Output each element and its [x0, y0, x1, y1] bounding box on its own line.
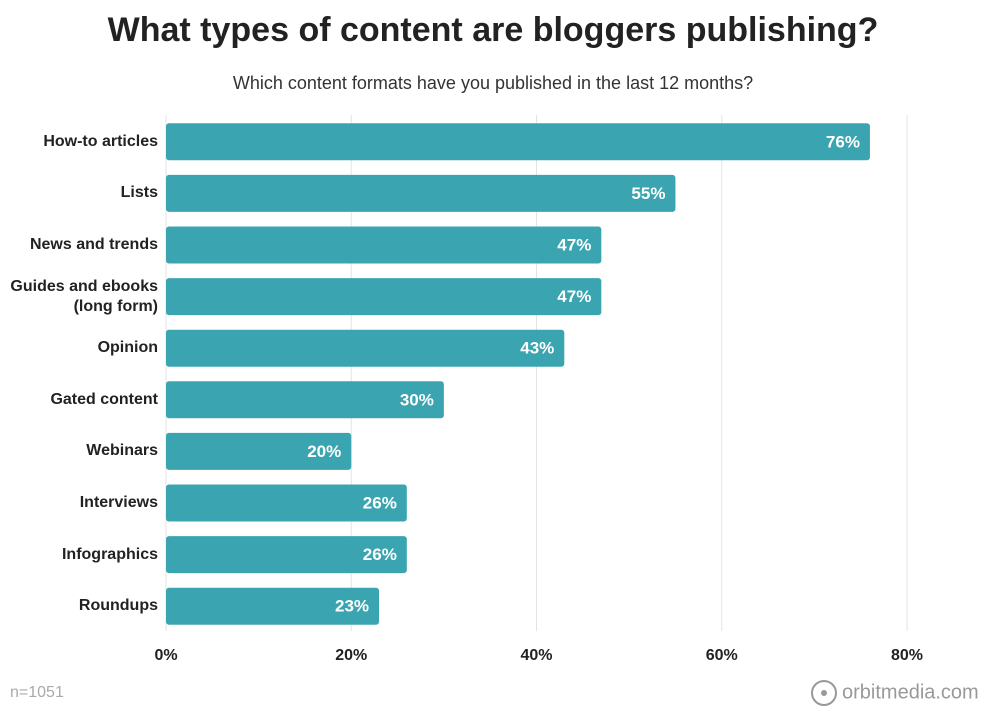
x-tick-label: 20%	[335, 647, 367, 664]
x-tick-label: 60%	[706, 647, 738, 664]
sample-note: n=1051	[10, 684, 64, 701]
bar	[166, 226, 602, 264]
bar	[166, 484, 407, 522]
data-label: 23%	[335, 597, 369, 616]
data-label: 76%	[826, 132, 860, 151]
category-label: Opinion	[97, 339, 158, 357]
bar	[166, 329, 565, 367]
bar	[166, 174, 676, 212]
bar	[166, 381, 444, 419]
bar	[166, 123, 870, 161]
category-label: Guides and ebooks (long form)	[10, 277, 158, 315]
data-label: 47%	[557, 235, 591, 254]
x-tick-label: 40%	[520, 647, 552, 664]
chart-subtitle: Which content formats have you published…	[233, 73, 753, 93]
bar	[166, 587, 380, 625]
category-label: Infographics	[61, 545, 158, 563]
data-label: 26%	[363, 545, 397, 564]
data-label: 26%	[363, 493, 397, 512]
category-label: News and trends	[29, 236, 158, 253]
data-label: 47%	[557, 287, 591, 306]
bar	[166, 278, 602, 316]
category-label: Interviews	[79, 494, 158, 511]
logo	[811, 680, 837, 706]
data-label: 30%	[400, 390, 434, 409]
logo-dot	[821, 690, 827, 696]
data-label: 20%	[307, 442, 341, 461]
bar	[166, 536, 407, 574]
bar	[166, 432, 352, 470]
chart-title: What types of content are bloggers publi…	[108, 11, 879, 49]
category-label: Lists	[120, 184, 158, 202]
category-label: Roundups	[78, 597, 158, 615]
category-label: Webinars	[86, 442, 158, 460]
data-label: 55%	[631, 184, 665, 203]
category-label: Gated content	[50, 390, 158, 408]
category-label: How-to articles	[43, 132, 158, 150]
x-tick-label: 0%	[154, 647, 177, 664]
data-label: 43%	[520, 339, 554, 358]
source: orbitmedia.com	[842, 681, 979, 703]
x-tick-label: 80%	[891, 647, 923, 664]
